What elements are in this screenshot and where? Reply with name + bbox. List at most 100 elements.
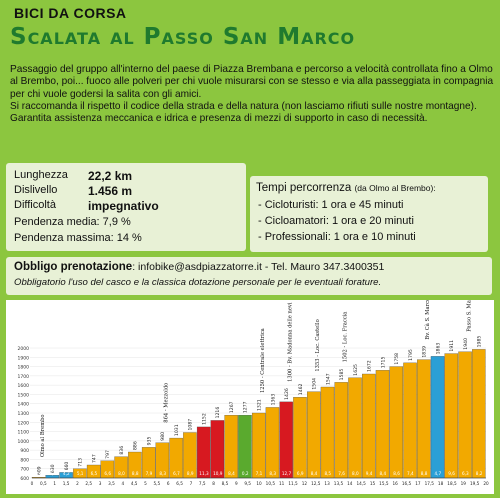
intro-paragraph-2: Si raccomanda il rispetto il codice dell…	[10, 100, 477, 112]
x-tick-label: 3,5	[108, 481, 115, 486]
x-tick-label: 13,5	[334, 481, 344, 486]
stat-length-label: Lunghezza	[14, 169, 68, 181]
times-subtitle: (da Olmo al Brembo):	[354, 183, 436, 193]
stat-difficulty-value: impegnativo	[88, 199, 159, 213]
stat-avg-grade: Pendenza media: 7,9 %	[14, 216, 131, 228]
elevation-label: 1363	[270, 394, 276, 406]
x-tick-label: 17,5	[425, 481, 435, 486]
grade-label: 6,6	[104, 471, 111, 476]
grade-label: 6,7	[173, 471, 180, 476]
time-professionali: - Professionali: 1 ora e 10 minuti	[258, 231, 416, 243]
y-tick-label: 1700	[18, 374, 30, 380]
elevation-label: 797	[105, 450, 111, 459]
times-panel: Tempi percorrenza (da Olmo al Brembo): -…	[250, 176, 488, 252]
elevation-label: 1585	[339, 369, 345, 381]
place-label: 1353 - Loc. Castello	[315, 319, 321, 371]
x-tick-label: 16,5	[402, 481, 412, 486]
x-tick-label: 16	[393, 481, 399, 486]
elevation-label: 1672	[367, 360, 373, 372]
elevation-label: 1321	[257, 399, 263, 411]
time-cicloamatori: - Cicloamatori: 1 ora e 20 minuti	[258, 215, 414, 227]
profile-bar	[293, 397, 307, 479]
grade-label: 8,4	[228, 471, 235, 476]
place-label: Passo S. Marco	[466, 300, 472, 332]
elevation-label: 660	[64, 462, 70, 471]
grade-label: 8,9	[187, 471, 194, 476]
y-tick-label: 1600	[18, 383, 30, 389]
grade-label: 8,0	[352, 471, 359, 476]
place-label: Olmo al Brembo	[40, 414, 46, 457]
intro-text: Passaggio del gruppo all'interno del pae…	[10, 64, 494, 125]
elevation-label: 1795	[408, 349, 414, 361]
place-label: 1300 - Bv. Madonna delle nevi	[288, 302, 294, 382]
elevation-label: 1985	[477, 336, 483, 348]
grade-label: 5,1	[77, 471, 84, 476]
elevation-label: 935	[146, 437, 152, 446]
elevation-label: 1940	[463, 338, 469, 350]
elevation-label: 1547	[325, 373, 331, 385]
y-tick-label: 600	[20, 476, 29, 482]
x-tick-label: 13	[324, 481, 330, 486]
x-tick-label: 6,5	[176, 481, 183, 486]
elevation-label: 1031	[174, 424, 180, 436]
profile-bar	[348, 377, 362, 479]
profile-bar	[375, 370, 390, 479]
x-tick-label: 1,5	[63, 481, 70, 486]
x-tick-label: 1	[53, 481, 56, 486]
elevation-label: 747	[91, 454, 97, 463]
grade-label: 8,8	[421, 471, 428, 476]
grade-label: 8,3	[269, 471, 276, 476]
elevation-label: 1758	[394, 353, 400, 365]
profile-bar	[224, 414, 238, 479]
x-tick-label: 8	[212, 481, 215, 486]
page-title: Scalata al Passo San Marco	[10, 24, 356, 50]
x-tick-label: 0	[31, 481, 34, 486]
x-tick-label: 11,5	[288, 481, 298, 486]
elevation-label: 1625	[353, 364, 359, 376]
y-tick-label: 1400	[18, 402, 30, 408]
profile-bar	[238, 414, 252, 479]
x-tick-label: 9	[235, 481, 238, 486]
times-heading: Tempi percorrenza	[256, 182, 352, 194]
grade-label: 12,7	[282, 471, 292, 476]
x-tick-label: 18	[438, 481, 444, 486]
stat-elevation-label: Dislivello	[14, 184, 58, 196]
y-tick-label: 900	[20, 448, 29, 454]
x-tick-label: 19	[461, 481, 467, 486]
profile-bar	[417, 359, 431, 479]
x-tick-label: 3	[99, 481, 102, 486]
grade-label: 8,8	[132, 471, 139, 476]
x-tick-label: 20	[483, 481, 489, 486]
x-tick-label: 14	[347, 481, 353, 486]
x-tick-label: 15	[370, 481, 376, 486]
elevation-label: 1863	[435, 343, 441, 355]
profile-bar	[251, 412, 266, 479]
grade-label: 8,0	[118, 471, 125, 476]
elevation-label: 1277	[243, 401, 249, 413]
x-tick-label: 0,5	[40, 481, 47, 486]
elevation-label: 1504	[312, 378, 318, 390]
stat-difficulty: Difficoltà impegnativo	[14, 199, 159, 213]
booking-contact[interactable]: : infobike@asdpiazzatorre.it - Tel. Maur…	[132, 261, 385, 273]
page-kicker: BICI DA CORSA	[14, 5, 127, 21]
elevation-label: 1462	[298, 383, 304, 395]
x-tick-label: 4	[121, 481, 124, 486]
x-tick-label: 12,5	[311, 481, 321, 486]
grade-label: 10,9	[213, 471, 223, 476]
x-tick-label: 8,5	[222, 481, 229, 486]
profile-bar	[403, 362, 417, 479]
elevation-label: 1216	[215, 407, 221, 419]
y-tick-label: 1900	[18, 355, 30, 361]
profile-bar	[334, 382, 348, 479]
grade-label: 11,3	[199, 471, 209, 476]
grade-label: 6,5	[91, 471, 98, 476]
times-title: Tempi percorrenza (da Olmo al Brembo):	[256, 182, 436, 194]
profile-bar	[210, 420, 225, 479]
grade-label: 9,4	[366, 471, 373, 476]
x-tick-label: 6	[167, 481, 170, 486]
grade-label: 6,3	[462, 471, 469, 476]
x-tick-label: 7,5	[199, 481, 206, 486]
stats-panel: Lunghezza 22,2 km Dislivello 1.456 m Dif…	[6, 163, 246, 251]
time-cicloturisti: - Cicloturisti: 1 ora e 45 minuti	[258, 199, 404, 211]
booking-line: Obbligo prenotazione: infobike@asdpiazza…	[14, 261, 384, 273]
